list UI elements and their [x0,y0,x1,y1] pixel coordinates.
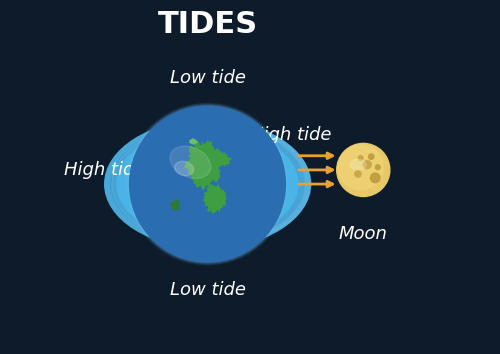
Ellipse shape [111,125,304,243]
Text: High tide: High tide [64,161,146,179]
Text: TIDES: TIDES [158,10,258,39]
Ellipse shape [117,128,298,240]
PathPatch shape [170,199,181,212]
PathPatch shape [184,140,223,190]
Text: Low tide: Low tide [170,69,246,87]
Text: Low tide: Low tide [170,281,246,299]
Circle shape [130,106,286,262]
Circle shape [370,173,380,183]
Text: Moon: Moon [339,225,388,242]
Circle shape [364,161,371,169]
Circle shape [376,165,380,170]
Circle shape [129,105,286,263]
Circle shape [130,106,286,262]
PathPatch shape [188,138,198,145]
Circle shape [358,156,363,160]
Circle shape [130,106,286,262]
Circle shape [355,171,361,177]
Ellipse shape [350,159,366,170]
Ellipse shape [104,120,310,248]
PathPatch shape [212,152,232,167]
Ellipse shape [174,161,194,176]
Circle shape [368,154,374,159]
PathPatch shape [203,183,226,214]
Text: High tide: High tide [250,126,332,143]
Circle shape [338,145,383,190]
Ellipse shape [170,146,211,178]
Ellipse shape [112,123,311,245]
Circle shape [336,143,390,196]
